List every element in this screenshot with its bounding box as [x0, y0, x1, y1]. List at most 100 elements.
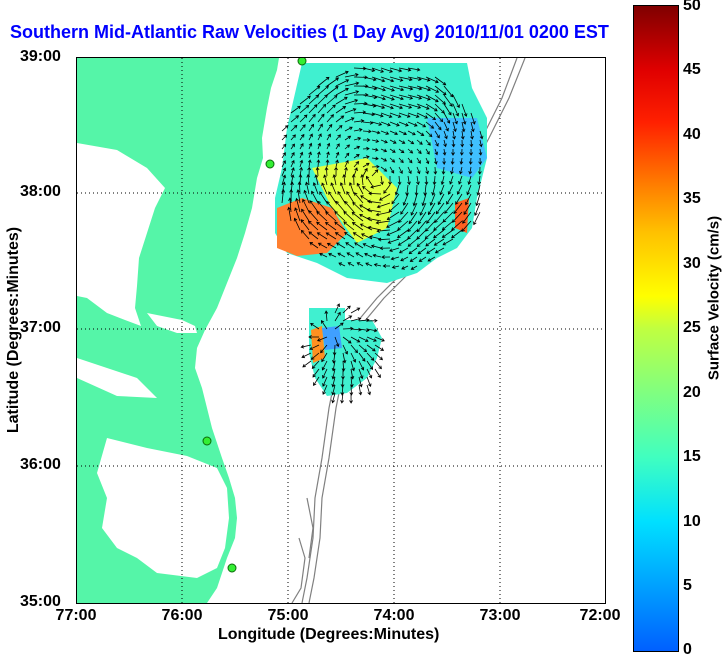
x-tick-label: 77:00 — [55, 607, 97, 624]
velocity-arrow — [456, 184, 463, 195]
velocity-arrow — [410, 265, 418, 270]
velocity-arrow — [344, 166, 348, 177]
velocity-arrow — [316, 232, 328, 240]
velocity-arrow — [380, 112, 393, 118]
velocity-arrow — [425, 76, 439, 84]
velocity-arrow — [433, 220, 445, 231]
velocity-arrow — [461, 103, 468, 117]
velocity-arrow — [350, 360, 355, 372]
velocity-arrow — [386, 211, 400, 221]
velocity-arrow — [385, 220, 400, 228]
velocity-arrow — [371, 76, 386, 83]
velocity-arrow — [446, 193, 454, 205]
velocity-arrow — [380, 85, 395, 92]
velocity-arrow — [342, 315, 353, 322]
colorbar-tick: 5 — [683, 577, 692, 594]
velocity-arrow — [452, 121, 457, 133]
colorbar-label: Surface Velocity (cm/s) — [705, 215, 723, 381]
velocity-arrow — [335, 134, 341, 141]
velocity-arrow — [326, 123, 333, 132]
velocity-arrow — [294, 207, 301, 222]
velocity-arrow — [287, 206, 292, 222]
velocity-arrow — [362, 129, 372, 134]
velocity-arrow — [407, 121, 418, 127]
velocity-arrow — [316, 336, 328, 342]
velocity-arrow — [474, 202, 481, 217]
velocity-arrow — [321, 182, 328, 195]
velocity-arrow — [354, 242, 364, 249]
colorbar-tick: 45 — [683, 61, 701, 78]
velocity-arrow — [381, 255, 391, 259]
velocity-arrow — [331, 392, 336, 404]
velocity-arrow — [366, 352, 375, 361]
map-canvas — [77, 58, 605, 603]
velocity-arrow — [371, 139, 380, 143]
velocity-arrow — [320, 320, 328, 330]
velocity-arrow — [326, 201, 337, 213]
velocity-arrow — [335, 143, 340, 150]
river-2 — [77, 218, 127, 238]
velocity-arrow — [407, 112, 420, 118]
colorbar-tick: 0 — [683, 641, 692, 658]
velocity-arrow — [359, 214, 373, 222]
velocity-arrow — [281, 143, 287, 150]
colorbar-tick: 40 — [683, 126, 701, 143]
velocity-arrow — [410, 202, 418, 216]
velocity-arrow — [337, 191, 346, 204]
velocity-arrow — [389, 148, 396, 153]
velocity-arrow — [345, 242, 355, 249]
colorbar-tick: 15 — [683, 448, 701, 465]
velocity-arrow — [371, 85, 386, 92]
velocity-arrow — [398, 139, 406, 144]
velocity-arrow — [310, 322, 320, 330]
velocity-arrow — [455, 193, 463, 205]
velocity-arrow — [451, 229, 463, 239]
velocity-arrow — [416, 238, 427, 248]
velocity-arrow — [434, 211, 445, 223]
velocity-arrow — [389, 76, 404, 82]
velocity-arrow — [346, 191, 355, 204]
velocity-arrow — [412, 193, 418, 207]
velocity-arrow — [469, 139, 474, 148]
velocity-arrow — [344, 200, 355, 213]
velocity-arrow — [478, 157, 483, 165]
velocity-arrow — [363, 138, 371, 142]
velocity-arrow — [343, 221, 355, 231]
map-plot-area[interactable] — [76, 57, 606, 604]
velocity-arrow — [443, 94, 453, 107]
velocity-arrow — [459, 157, 464, 165]
colorbar-tick: 20 — [683, 384, 701, 401]
velocity-arrow — [387, 238, 400, 244]
velocity-arrow — [426, 247, 436, 254]
velocity-arrow — [281, 167, 287, 177]
velocity-arrow — [380, 130, 390, 135]
velocity-arrow — [390, 256, 400, 261]
velocity-arrow — [409, 256, 418, 262]
velocity-arrow — [371, 121, 383, 126]
velocity-arrow — [315, 166, 320, 177]
velocity-arrow — [439, 184, 445, 196]
river-3 — [77, 263, 122, 280]
velocity-arrow — [380, 166, 388, 172]
velocity-arrow — [380, 148, 388, 153]
velocity-arrow — [316, 221, 328, 231]
velocity-arrow — [371, 112, 384, 118]
velocity-arrow — [308, 231, 319, 240]
velocity-arrow — [358, 384, 363, 396]
velocity-arrow — [442, 238, 454, 246]
velocity-arrow — [442, 157, 446, 166]
velocity-arrow — [405, 184, 409, 196]
velocity-arrow — [334, 221, 346, 231]
velocity-arrow — [362, 155, 370, 159]
velocity-arrow — [366, 344, 376, 352]
velocity-arrow — [407, 67, 421, 72]
velocity-arrow — [416, 85, 432, 92]
velocity-arrow — [375, 220, 391, 225]
velocity-arrow — [317, 151, 321, 159]
chesapeake-bay — [77, 143, 165, 326]
velocity-arrow — [425, 121, 435, 129]
velocity-arrow — [317, 76, 330, 87]
velocity-arrow — [434, 85, 447, 96]
velocity-arrow — [418, 256, 427, 262]
velocity-arrow — [317, 242, 328, 249]
